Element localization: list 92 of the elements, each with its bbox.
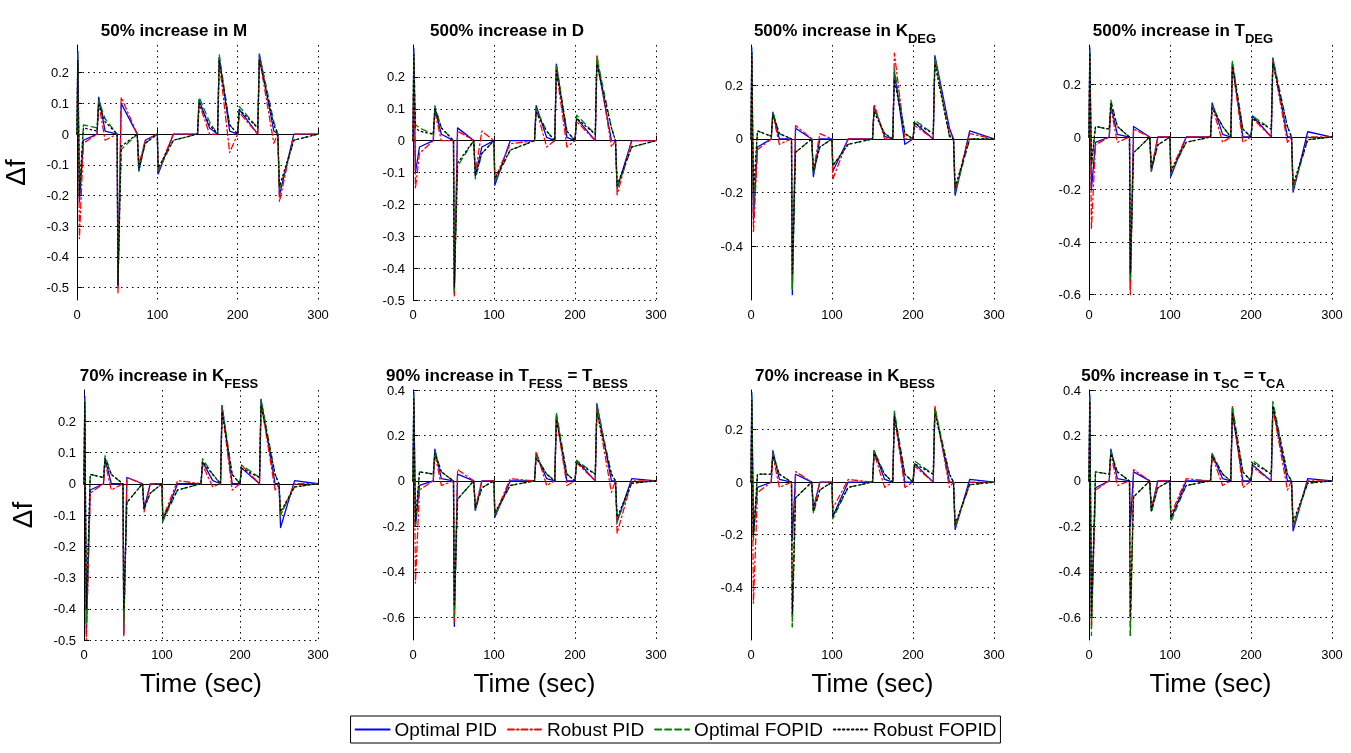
x-tick-label: 100 — [821, 647, 843, 662]
y-tick-label: -0.4 — [53, 601, 76, 617]
y-tick-label: -0.4 — [720, 238, 743, 254]
y-tick-label: 0.4 — [386, 382, 405, 398]
x-tick-label: 300 — [983, 307, 1005, 322]
y-axis-title: Δf — [0, 159, 31, 186]
x-tick-label: 200 — [229, 647, 251, 662]
x-axis-title: Time (sec) — [473, 668, 596, 698]
y-tick-label: -0.3 — [53, 570, 76, 585]
y-tick-label: 0 — [61, 126, 69, 142]
legend-label: Robust FOPID — [872, 719, 997, 740]
y-tick-label: 0.1 — [50, 95, 69, 111]
y-tick-label: -0.4 — [720, 579, 743, 595]
x-tick-label: 0 — [409, 647, 417, 662]
legend-label: Optimal FOPID — [694, 719, 823, 740]
y-tick-label: 0 — [735, 474, 743, 490]
y-tick-label: 0 — [397, 473, 405, 489]
y-tick-label: 0.2 — [386, 427, 405, 443]
y-tick-label: -0.2 — [720, 527, 743, 543]
x-tick-label: 100 — [146, 307, 169, 322]
y-tick-label: 0.2 — [386, 69, 405, 85]
y-tick-label: -0.2 — [382, 196, 405, 212]
x-tick-label: 200 — [902, 307, 924, 322]
x-axis-title: Time (sec) — [140, 668, 262, 698]
y-tick-label: -0.4 — [46, 249, 69, 265]
y-tick-label: -0.4 — [1058, 564, 1081, 580]
legend-label: Robust PID — [546, 719, 645, 740]
x-tick-label: 300 — [645, 647, 667, 662]
y-tick-label: -0.2 — [46, 188, 69, 204]
x-tick-label: 0 — [747, 647, 755, 662]
x-tick-label: 0 — [1085, 307, 1093, 322]
y-tick-label: 0 — [1073, 129, 1081, 145]
y-tick-label: 0.1 — [57, 445, 76, 460]
x-tick-label: 300 — [1321, 647, 1343, 662]
y-tick-label: -0.5 — [46, 280, 69, 296]
x-tick-label: 100 — [151, 647, 173, 662]
x-tick-label: 300 — [307, 647, 329, 662]
y-tick-label: -0.1 — [53, 507, 76, 523]
legend-label: Optimal PID — [394, 719, 497, 740]
y-tick-label: -0.2 — [1058, 518, 1081, 534]
y-tick-label: 0.2 — [724, 421, 743, 437]
x-tick-label: 200 — [564, 307, 586, 322]
x-tick-label: 0 — [747, 307, 755, 322]
y-tick-label: 0 — [68, 476, 76, 492]
x-tick-label: 200 — [564, 647, 586, 662]
x-tick-label: 300 — [983, 647, 1005, 662]
y-tick-label: -0.5 — [382, 292, 405, 308]
y-tick-label: -0.6 — [1058, 609, 1081, 625]
x-tick-label: 100 — [483, 307, 505, 322]
y-tick-label: -0.4 — [382, 564, 405, 580]
x-tick-label: 200 — [1240, 647, 1262, 662]
y-tick-label: 0.2 — [50, 65, 69, 81]
x-tick-label: 0 — [409, 307, 417, 322]
y-tick-label: -0.5 — [53, 632, 76, 648]
x-axis-title: Time (sec) — [1149, 668, 1272, 698]
x-tick-label: 300 — [1321, 307, 1343, 322]
chart-title: 500% increase in D — [429, 21, 585, 40]
y-tick-label: -0.1 — [382, 165, 405, 180]
x-axis-title: Time (sec) — [811, 668, 934, 698]
x-tick-label: 100 — [1159, 307, 1181, 322]
y-tick-label: 0 — [1073, 473, 1081, 489]
x-tick-label: 200 — [1240, 307, 1262, 322]
y-tick-label: 0 — [397, 133, 405, 149]
y-tick-label: -0.1 — [46, 157, 69, 173]
y-tick-label: 0.2 — [1062, 76, 1081, 92]
y-tick-label: -0.4 — [382, 260, 405, 276]
y-tick-label: -0.2 — [1058, 182, 1081, 198]
y-tick-label: -0.3 — [46, 218, 69, 234]
y-tick-label: 0.2 — [57, 413, 76, 429]
x-tick-label: 200 — [226, 307, 249, 322]
x-tick-label: 200 — [902, 647, 924, 662]
y-tick-label: -0.2 — [53, 538, 76, 554]
y-tick-label: 0.2 — [1062, 427, 1081, 443]
y-tick-label: 0.1 — [386, 101, 405, 117]
x-tick-label: 0 — [80, 647, 88, 662]
y-tick-label: 0 — [735, 131, 743, 147]
x-tick-label: 0 — [1085, 647, 1093, 662]
x-tick-label: 300 — [645, 307, 667, 322]
y-tick-label: 0.2 — [724, 77, 743, 93]
x-tick-label: 300 — [307, 307, 329, 322]
x-tick-label: 100 — [821, 307, 843, 322]
y-tick-label: 0.4 — [1062, 382, 1081, 398]
y-tick-label: -0.6 — [382, 609, 405, 625]
y-axis-title: Δf — [6, 501, 38, 529]
y-tick-label: -0.2 — [720, 185, 743, 201]
x-tick-label: 100 — [483, 647, 505, 662]
y-tick-label: -0.3 — [382, 228, 405, 244]
y-tick-label: -0.6 — [1058, 287, 1081, 303]
y-tick-label: -0.4 — [1058, 234, 1081, 250]
chart-title: 50% increase in M — [100, 21, 248, 40]
x-tick-label: 100 — [1159, 647, 1181, 662]
y-tick-label: -0.2 — [382, 518, 405, 534]
